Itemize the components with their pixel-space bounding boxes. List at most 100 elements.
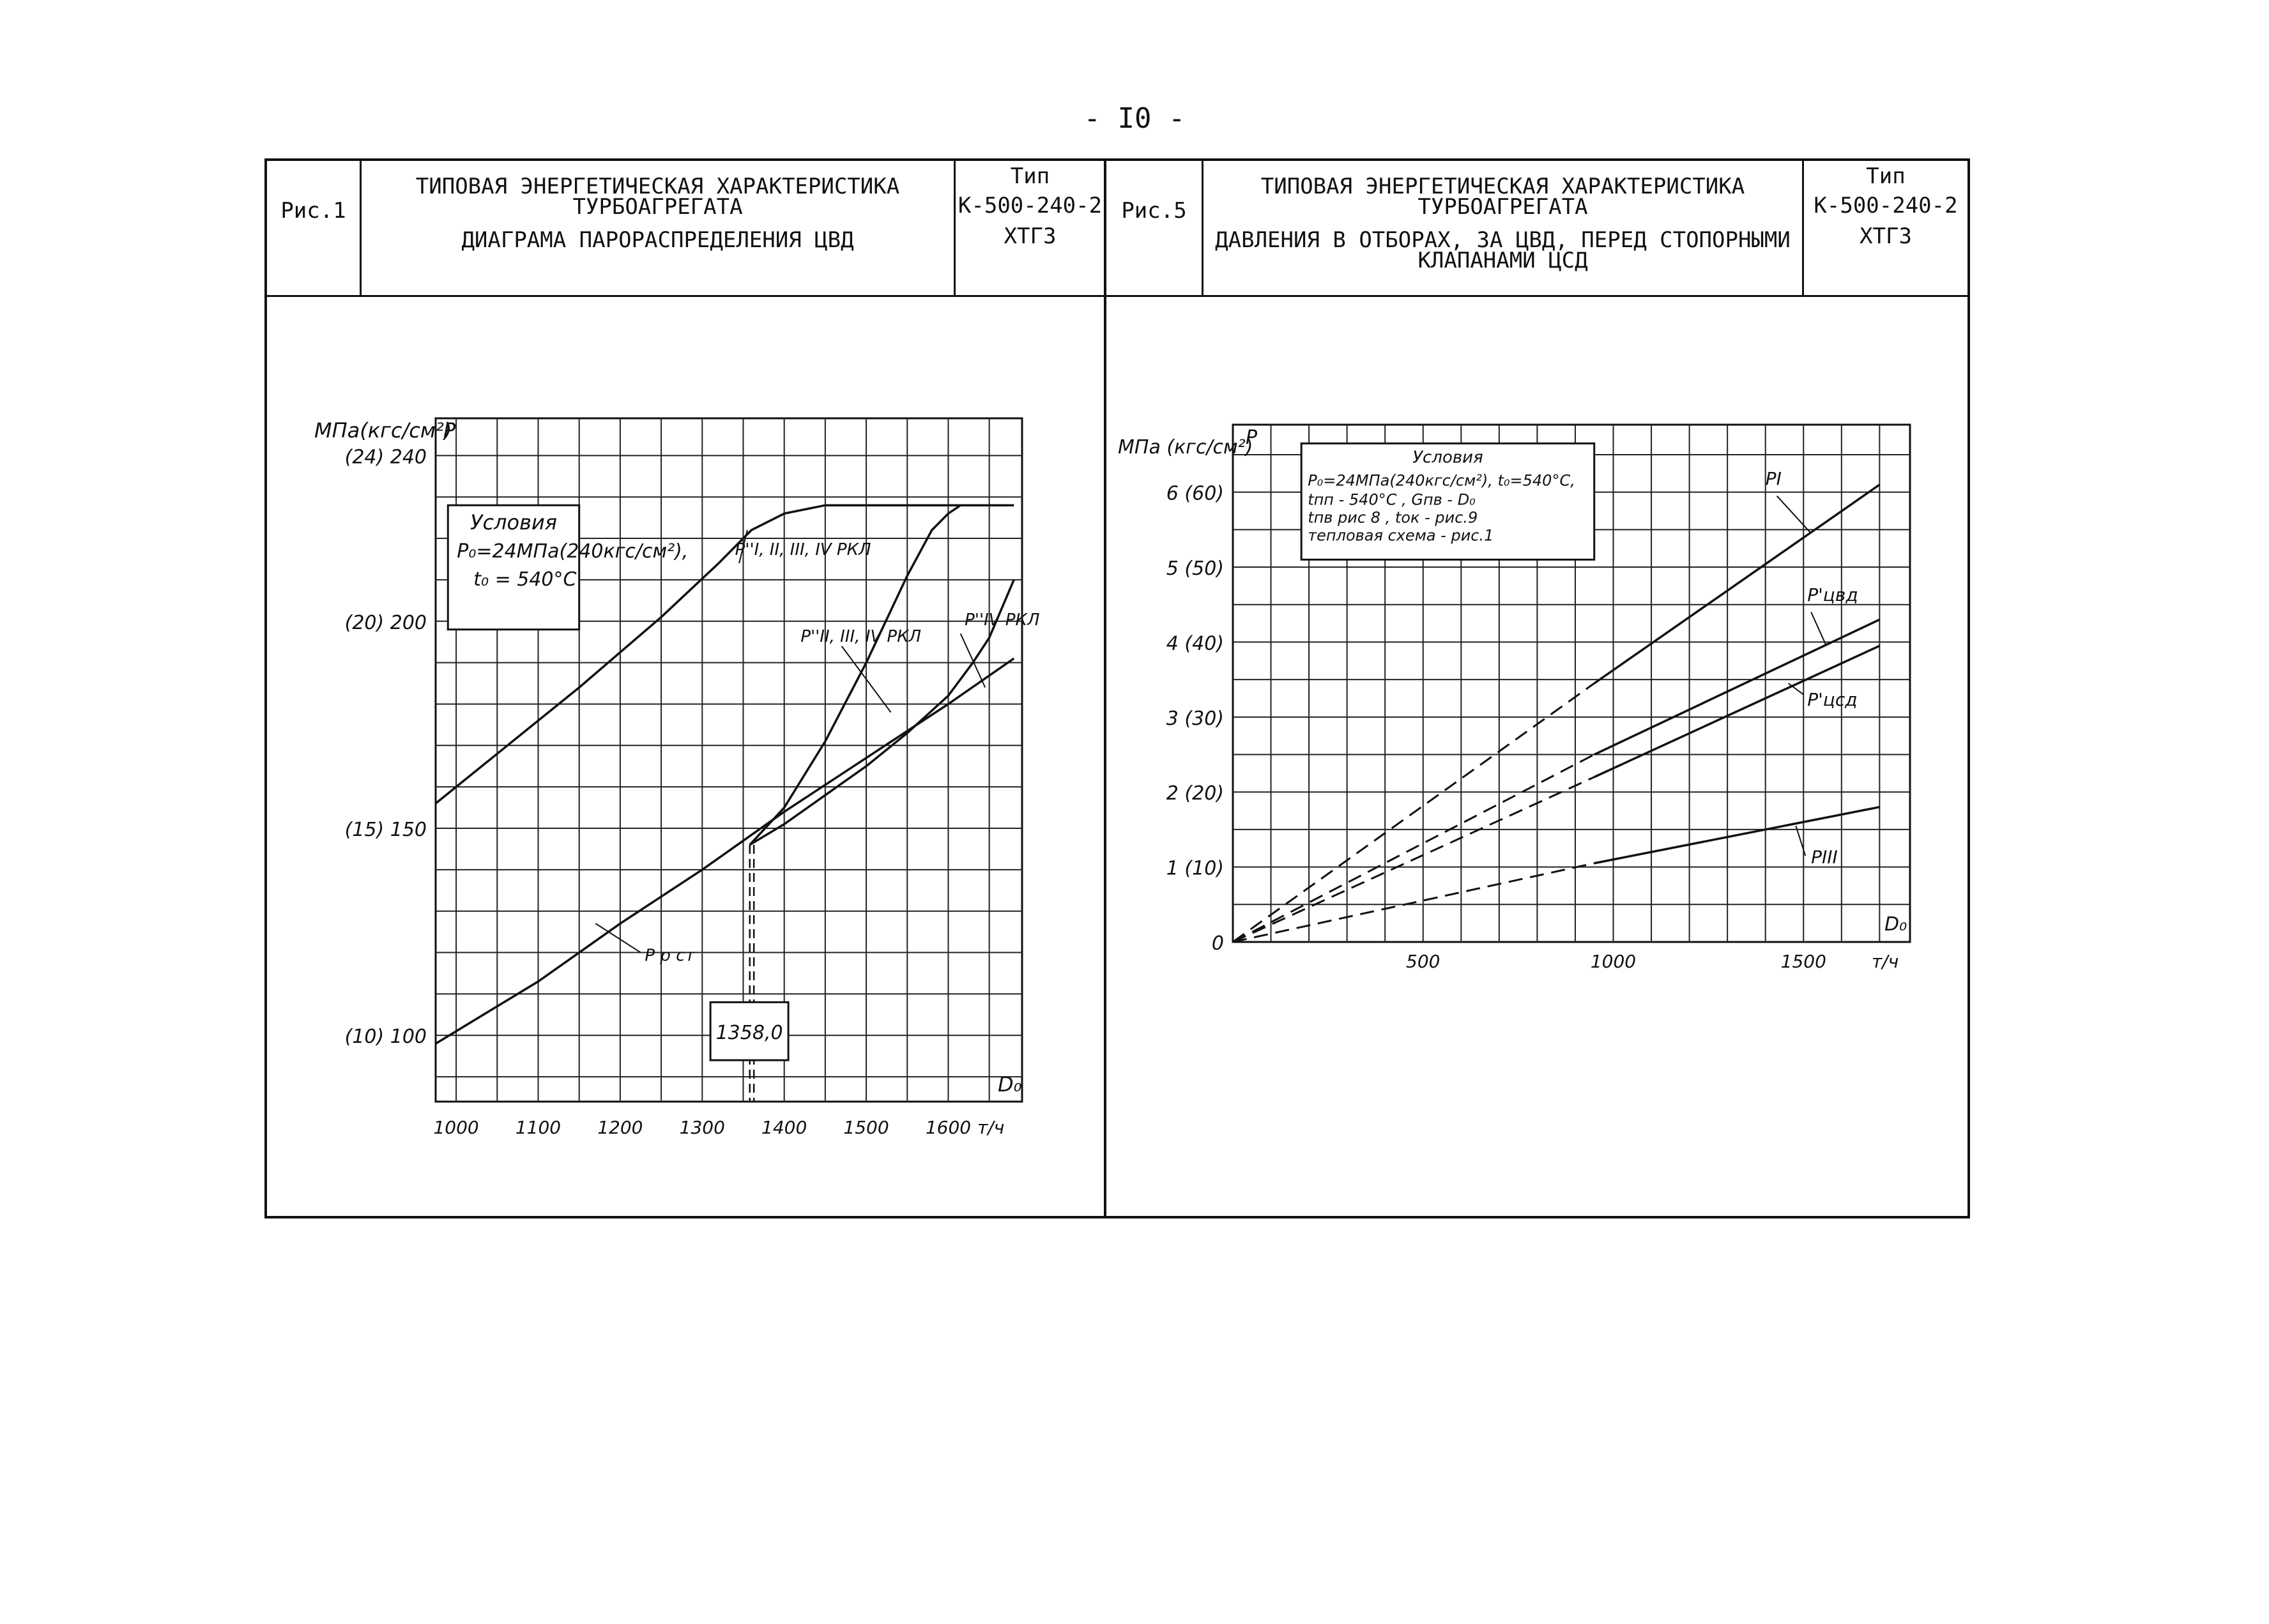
chart1-x-tick-label: 1100 (516, 1117, 561, 1138)
chart1-annotation-box (709, 1001, 790, 1061)
chart1-series-line (434, 504, 1014, 805)
chart2-y-tick-label: 5 (50) (1166, 558, 1224, 580)
chart1-conditions-line1: P₀=24МПа(240кгс/см²), (457, 540, 688, 563)
right-type-label: Тип (1866, 163, 1906, 189)
chart1-y-tick-label: (20) 200 (345, 612, 427, 634)
left-subtitle: ДИАГРАМА ПАРОРАСПРЕДЕЛЕНИЯ ЦВД (461, 227, 854, 253)
chart2-conditions-line3: tпв рис 8 , tок - рис.9 (1308, 508, 1478, 526)
chart1-y-tick-label: (10) 100 (345, 1026, 427, 1048)
left-title-cell: ТИПОВАЯ ЭНЕРГЕТИЧЕСКАЯ ХАРАКТЕРИСТИКА ТУ… (362, 161, 956, 295)
chart2-leader (1810, 612, 1827, 646)
chart2-x-units: т/ч (1872, 951, 1898, 972)
chart2-leader (1795, 825, 1807, 856)
chart2-x-tick-label: 500 (1406, 951, 1440, 972)
chart2-series (1232, 483, 1881, 943)
right-maker: ХТГЗ (1860, 224, 1912, 249)
center-divider (1104, 161, 1106, 1216)
right-fig-cell: Рис.5 (1106, 161, 1203, 295)
right-title-1: ТИПОВАЯ ЭНЕРГЕТИЧЕСКАЯ ХАРАКТЕРИСТИКА (1260, 174, 1745, 199)
chart1-x-tick-label: 1200 (597, 1117, 643, 1138)
chart1-annotation-label: 1358,0 (716, 1022, 783, 1044)
chart2-series-solid (1593, 618, 1881, 756)
chart2-conditions-line1: P₀=24МПа(240кгс/см²), t₀=540°С, (1308, 471, 1575, 489)
header-divider (267, 295, 1967, 297)
chart1-series-line (749, 579, 1015, 846)
left-fig-cell: Рис.1 (267, 161, 362, 295)
right-type-value: К-500-240-2 (1814, 193, 1958, 218)
chart1-series-line (435, 657, 1015, 1045)
chart1-y-tick-label: (24) 240 (345, 446, 427, 468)
chart1-conditions-line2: t₀ = 540°С (473, 568, 576, 591)
chart1-x-tick-label: 1400 (761, 1117, 807, 1138)
chart2-plot-frame (1232, 423, 1911, 943)
chart2-y-tick-label: 6 (60) (1166, 483, 1224, 505)
right-type-cell: Тип К-500-240-2 ХТГЗ (1804, 161, 1967, 295)
figure-frame: Рис.1 ТИПОВАЯ ЭНЕРГЕТИЧЕСКАЯ ХАРАКТЕРИСТ… (264, 158, 1970, 1218)
chart2-leader (1776, 495, 1812, 534)
chart2-conditions-line2: tпп - 540°С , Gпв - D₀ (1308, 490, 1476, 508)
chart2-series-dashed (1232, 776, 1595, 943)
right-subtitle-2: КЛАПАНАМИ ЦСД (1417, 248, 1588, 273)
page-number: - I0 - (1083, 102, 1186, 135)
chart1-leader (959, 633, 986, 688)
chart2-series-dashed (1232, 754, 1595, 943)
chart1-conditions-box (447, 504, 581, 631)
chart2-series-dashed (1232, 682, 1595, 943)
left-maker: ХТГЗ (1004, 224, 1057, 249)
chart1-leader (738, 529, 748, 564)
chart2-y-tick-label: 3 (30) (1166, 708, 1224, 730)
chart1-y-tick-label: (15) 150 (345, 819, 427, 841)
chart1-series-label: P р ст (645, 946, 695, 966)
left-title-1: ТИПОВАЯ ЭНЕРГЕТИЧЕСКАЯ ХАРАКТЕРИСТИКА (415, 174, 900, 199)
chart2-y-symbol: P (1246, 427, 1258, 449)
right-subtitle-1: ДАВЛЕНИЯ В ОТБОРАХ, ЗА ЦВД, ПЕРЕД СТОПОР… (1215, 227, 1791, 253)
chart2-series-solid (1594, 805, 1880, 865)
chart1-series-label: P''II, III, IV РКЛ (800, 627, 921, 646)
chart1-conditions-title: Условия (470, 510, 557, 535)
chart1-leader (595, 923, 641, 953)
chart2-series-dashed (1232, 862, 1595, 943)
chart1-x-tick-label: 1500 (843, 1117, 889, 1138)
chart1-labels: (24) 240 (20) 200 (15) 150 (10) 100 1000 1100… (314, 418, 1040, 1138)
chart2-series-solid (1593, 644, 1881, 778)
right-title-2: ТУРБОАГРЕГАТА (1417, 194, 1588, 220)
chart2-y-tick-label: 4 (40) (1166, 632, 1224, 655)
chart1-x-tick-label: 1600 (926, 1117, 971, 1138)
chart2-y-units: МПа (кгс/см²) (1118, 436, 1253, 459)
chart2-conditions-line4: тепловая схема - рис.1 (1308, 526, 1494, 544)
chart2-series-label: PI (1766, 468, 1782, 489)
chart2-series-label: P'цвд (1807, 584, 1858, 605)
chart2-leader (1787, 683, 1804, 695)
chart1-y-units: МПа(кгс/см²) (314, 418, 452, 443)
right-fig-label: Рис.5 (1121, 198, 1187, 224)
chart2-conditions-box (1300, 442, 1596, 561)
chart2-labels: 0 1 (10) 2 (20) 3 (30) 4 (40) 5 (50) 6 (60) 500… (1118, 427, 1907, 972)
chart1-y-symbol: P (443, 418, 456, 443)
chart1-series-label: P''IV РКЛ (965, 611, 1039, 630)
chart1-series-label: P''I, II, III, IV РКЛ (735, 540, 871, 559)
left-title-2: ТУРБОАГРЕГАТА (572, 194, 743, 220)
chart1-plot-frame (434, 417, 1023, 1103)
chart2-series-label: P'цсд (1807, 689, 1857, 710)
right-title-cell: ТИПОВАЯ ЭНЕРГЕТИЧЕСКАЯ ХАРАКТЕРИСТИКА ТУ… (1203, 161, 1804, 295)
chart1-x-symbol: D₀ (998, 1072, 1022, 1097)
chart2-y-tick-label: 0 (1212, 932, 1224, 955)
chart1-x-tick-label: 1000 (433, 1117, 478, 1138)
chart1-leader (841, 646, 892, 713)
chart2-y-tick-label: 2 (20) (1166, 782, 1224, 805)
chart1-series-line (749, 504, 1014, 846)
chart2-x-symbol: D₀ (1884, 913, 1907, 936)
chart1-x-tick-label: 1300 (680, 1117, 725, 1138)
left-type-label: Тип (1010, 163, 1050, 189)
chart2-y-tick-label: 1 (10) (1166, 858, 1224, 880)
chart2-series-label: PIII (1811, 847, 1838, 868)
chart2-x-tick-label: 1000 (1591, 951, 1636, 972)
chart1-x-units: т/ч (977, 1117, 1004, 1138)
left-fig-label: Рис.1 (280, 198, 346, 224)
left-type-cell: Тип К-500-240-2 ХТГЗ (956, 161, 1106, 295)
chart2-x-tick-label: 1500 (1781, 951, 1826, 972)
left-type-value: К-500-240-2 (958, 193, 1103, 218)
chart2-conditions-title: Условия (1412, 448, 1483, 467)
